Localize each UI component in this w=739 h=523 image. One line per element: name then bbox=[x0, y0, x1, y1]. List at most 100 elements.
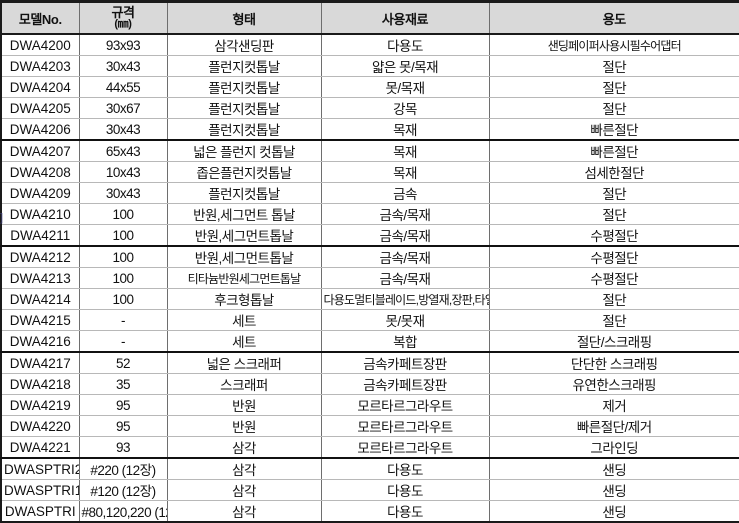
cell-use: 그라인딩 bbox=[488, 436, 739, 459]
table-row: DWA4213 100 티타늄반원세그먼트톱날 금속/목재 수평절단 bbox=[0, 267, 739, 289]
cell-use: 샌딩 bbox=[488, 500, 739, 522]
column-header-material-label: 사용재료 bbox=[381, 11, 429, 27]
cell-spec: 30x43 bbox=[78, 182, 168, 204]
table-row: DWA4221 93 삼각 모르타르그라우트 그라인딩 bbox=[0, 436, 739, 459]
cell-use: 수평절단 bbox=[488, 245, 739, 268]
cell-use: 절단 bbox=[488, 288, 739, 310]
table-row: DWA4216- 세트 복합 절단/스크래핑 bbox=[0, 330, 739, 353]
table-row: DWA4210 100 반원,세그먼트 톱날 금속/목재 절단 bbox=[0, 203, 739, 225]
cell-spec: #120 (12장) bbox=[78, 479, 168, 501]
table-row: DWA4212 100 반원,세그먼트톱날 금속/목재 수평절단 bbox=[0, 245, 739, 268]
cell-material: 다용도 bbox=[320, 479, 490, 501]
cell-material: 목재 bbox=[320, 118, 490, 141]
table-header: 모델No. 규격 (㎜) 형태 사용재료 용도 bbox=[0, 1, 739, 35]
cell-form: 삼각 bbox=[166, 436, 322, 459]
cell-model: DWA4214 bbox=[0, 288, 80, 310]
header-row: 모델No. 규격 (㎜) 형태 사용재료 용도 bbox=[0, 1, 739, 35]
cell-spec: 30x67 bbox=[78, 97, 168, 119]
cell-material: 목재 bbox=[320, 139, 490, 162]
cell-form: 티타늄반원세그먼트톱날 bbox=[166, 267, 322, 289]
table-row: DWA4218 35 스크래퍼 금속카페트장판 유연한스크래핑 bbox=[0, 373, 739, 395]
cell-use: 절단 bbox=[488, 309, 739, 331]
table-row: DWA4214 100 후크형톱날 다용도멀티블레이드,방열재,장판,타일 절단 bbox=[0, 288, 739, 310]
cell-model: DWA4220 bbox=[0, 415, 80, 437]
cell-spec: 100 bbox=[78, 224, 168, 247]
cell-material: 금속/목재 bbox=[320, 267, 490, 289]
cell-spec: 30x43 bbox=[78, 118, 168, 141]
cell-spec: 100 bbox=[78, 267, 168, 289]
table-row: DWA4206 30x43 플런지컷톱날 목재 빠른절단 bbox=[0, 118, 739, 141]
column-header-model: 모델No. bbox=[0, 1, 80, 35]
cell-model: DWA4205 bbox=[0, 97, 80, 119]
cell-model: DWA4200 bbox=[0, 33, 80, 56]
left-edge-scan-artifact: ] bbox=[0, 212, 4, 224]
cell-form: 넓은 스크래퍼 bbox=[166, 351, 322, 374]
column-header-spec-unit: (㎜) bbox=[114, 18, 132, 31]
cell-form: 반원,세그먼트 톱날 bbox=[166, 203, 322, 225]
cell-form: 플런지컷톱날 bbox=[166, 97, 322, 119]
cell-use: 유연한스크래핑 bbox=[488, 373, 739, 395]
cell-use: 절단/스크래핑 bbox=[488, 330, 739, 353]
cell-spec: 100 bbox=[78, 203, 168, 225]
cell-material: 금속/목재 bbox=[320, 245, 490, 268]
cell-use: 빠른절단 bbox=[488, 139, 739, 162]
cell-use: 단단한 스크래핑 bbox=[488, 351, 739, 374]
cell-use: 빠른절단 bbox=[488, 118, 739, 141]
cell-material: 다용도 bbox=[320, 457, 490, 480]
cell-spec: 95 bbox=[78, 394, 168, 416]
cell-spec: #220 (12장) bbox=[78, 457, 168, 480]
cell-material: 못/목재 bbox=[320, 76, 490, 98]
cell-model: DWA4218 bbox=[0, 373, 80, 395]
cell-form: 세트 bbox=[166, 309, 322, 331]
cell-use: 절단 bbox=[488, 55, 739, 77]
cell-spec: 93 bbox=[78, 436, 168, 459]
cell-form: 플런지컷톱날 bbox=[166, 118, 322, 141]
column-header-use-label: 용도 bbox=[602, 11, 627, 27]
cell-form: 플런지컷톱날 bbox=[166, 76, 322, 98]
cell-form: 세트 bbox=[166, 330, 322, 353]
cell-material: 다용도멀티블레이드,방열재,장판,타일 bbox=[320, 288, 490, 310]
table-row: DWA4217 52 넓은 스크래퍼 금속카페트장판 단단한 스크래핑 bbox=[0, 351, 739, 374]
cell-spec: 93x93 bbox=[78, 33, 168, 56]
column-header-form-label: 형태 bbox=[232, 11, 256, 27]
cell-use: 절단 bbox=[488, 203, 739, 225]
cell-form: 반원 bbox=[166, 394, 322, 416]
cell-use: 섬세한절단 bbox=[488, 161, 739, 183]
cell-form: 좁은플런지컷톱날 bbox=[166, 161, 322, 183]
cell-spec: 100 bbox=[78, 245, 168, 268]
cell-material: 모르타르그라우트 bbox=[320, 415, 490, 437]
cell-model: DWA4221 bbox=[0, 436, 80, 459]
cell-model: DWA4212 bbox=[0, 245, 80, 268]
column-header-use: 용도 bbox=[488, 1, 739, 35]
cell-model: DWA4204 bbox=[0, 76, 80, 98]
cell-material: 못/못재 bbox=[320, 309, 490, 331]
cell-material: 다용도 bbox=[320, 500, 490, 522]
cell-form: 넓은 플런지 컷톱날 bbox=[166, 139, 322, 162]
cell-model: DWA4203 bbox=[0, 55, 80, 77]
cell-material: 금속카페트장판 bbox=[320, 351, 490, 374]
cell-form: 삼각 bbox=[166, 479, 322, 501]
cell-material: 금속카페트장판 bbox=[320, 373, 490, 395]
cell-model: DWASPTRI bbox=[0, 500, 80, 522]
table-row: DWA4215- 세트 못/못재 절단 bbox=[0, 309, 739, 331]
cell-spec: - bbox=[78, 309, 168, 331]
cell-material: 목재 bbox=[320, 161, 490, 183]
cell-use: 제거 bbox=[488, 394, 739, 416]
table-row: DWA4219 95 반원 모르타르그라우트 제거 bbox=[0, 394, 739, 416]
table-row: DWA4208 10x43 좁은플런지컷톱날 목재 섬세한절단 bbox=[0, 161, 739, 183]
cell-model: DWA4213 bbox=[0, 267, 80, 289]
cell-use: 수평절단 bbox=[488, 267, 739, 289]
cell-form: 스크래퍼 bbox=[166, 373, 322, 395]
table-row: DWA4205 30x67 플런지컷톱날 강목 절단 bbox=[0, 97, 739, 119]
cell-material: 모르타르그라우트 bbox=[320, 436, 490, 459]
cell-material: 모르타르그라우트 bbox=[320, 394, 490, 416]
table-body: DWA4200 93x93 삼각샌딩판 다용도 샌딩페이퍼사용시필수어댑터 DWA4203… bbox=[0, 33, 739, 522]
table-row: DWA4220 95 반원 모르타르그라우트 빠른절단/제거 bbox=[0, 415, 739, 437]
table-row: DWA4200 93x93 삼각샌딩판 다용도 샌딩페이퍼사용시필수어댑터 bbox=[0, 33, 739, 56]
table-row: DWA4203 30x43 플런지컷톱날 얇은 못/목재 절단 bbox=[0, 55, 739, 77]
cell-form: 반원 bbox=[166, 415, 322, 437]
cell-spec: 30x43 bbox=[78, 55, 168, 77]
